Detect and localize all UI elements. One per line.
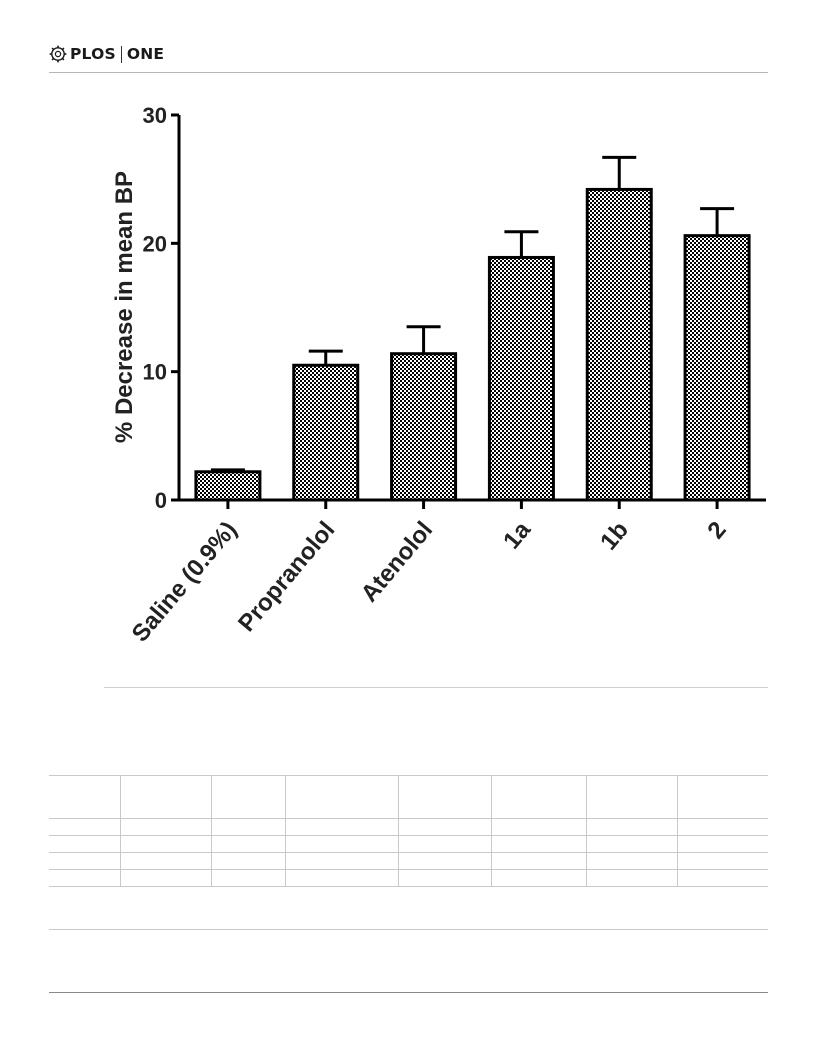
table-cell: [211, 818, 286, 836]
plos-gear-icon: [49, 45, 67, 63]
table-cell: [284, 835, 399, 853]
table-cell: [676, 818, 768, 836]
table-cell: [49, 835, 121, 853]
table-cell: [397, 775, 492, 819]
table-cell: [284, 818, 399, 836]
header-rule: [49, 72, 768, 73]
table-cell: [585, 852, 678, 870]
table-cell: [397, 852, 492, 870]
table-cell: [676, 869, 768, 887]
table-cell: [211, 835, 286, 853]
data-table: [49, 775, 768, 887]
y-tick-label: 0: [155, 488, 167, 513]
brand-one: ONE: [126, 45, 165, 63]
x-tick-label: Saline (0.9%): [127, 517, 243, 648]
y-tick-label: 20: [143, 231, 167, 256]
brand-divider: [120, 45, 122, 63]
table-cell: [676, 775, 768, 819]
table-row: [49, 852, 768, 870]
bar: [194, 470, 262, 502]
y-tick-label: 30: [143, 103, 167, 128]
table-row: [49, 869, 768, 887]
table-cell: [585, 818, 678, 836]
bar-chart: 0 10 20 30 % Decrease in mean BP Saline (0.9%…: [111, 103, 766, 648]
table-cell: [49, 869, 121, 887]
table-cell: [211, 869, 286, 887]
table-cell: [120, 869, 212, 887]
table-cell: [490, 775, 587, 819]
table-cell: [284, 775, 399, 819]
y-tick-label: 10: [143, 360, 167, 385]
x-tick-label: Propranolol: [233, 517, 340, 638]
bar: [487, 255, 555, 502]
table-cell: [49, 852, 121, 870]
bar: [292, 363, 360, 502]
table-cell: [284, 852, 399, 870]
x-tick-label: 1b: [595, 517, 634, 556]
table-cell: [676, 835, 768, 853]
table-row: [49, 818, 768, 836]
table-row: [49, 835, 768, 853]
table-cell: [490, 818, 587, 836]
table-cell: [120, 818, 212, 836]
table-header-row: [49, 775, 768, 819]
bar: [390, 352, 458, 502]
brand-plos: PLOS: [70, 45, 116, 63]
table-cell: [490, 869, 587, 887]
table-cell: [211, 775, 286, 819]
table-cell: [585, 869, 678, 887]
table-cell: [397, 869, 492, 887]
table-cell: [585, 835, 678, 853]
table-cell: [120, 835, 212, 853]
x-tick-label: 1a: [498, 516, 536, 554]
x-tick-label: 2: [702, 517, 731, 545]
table-cell: [585, 775, 678, 819]
table-cell: [490, 835, 587, 853]
x-tick-label: Atenolol: [356, 517, 438, 608]
figure-bottom-rule: [104, 687, 768, 688]
bar: [585, 187, 653, 502]
table-cell: [120, 775, 212, 819]
page-bottom-rule: [49, 992, 768, 993]
table-cell: [397, 835, 492, 853]
table-cell: [284, 869, 399, 887]
table-cell: [120, 852, 212, 870]
table-footer-rule: [49, 929, 768, 930]
table-cell: [676, 852, 768, 870]
table-cell: [397, 818, 492, 836]
y-axis-label: % Decrease in mean BP: [111, 171, 138, 443]
journal-header: PLOS ONE: [49, 43, 164, 65]
table-cell: [49, 818, 121, 836]
table-cell: [49, 775, 121, 819]
bar: [683, 234, 751, 502]
table-cell: [490, 852, 587, 870]
table-cell: [211, 852, 286, 870]
